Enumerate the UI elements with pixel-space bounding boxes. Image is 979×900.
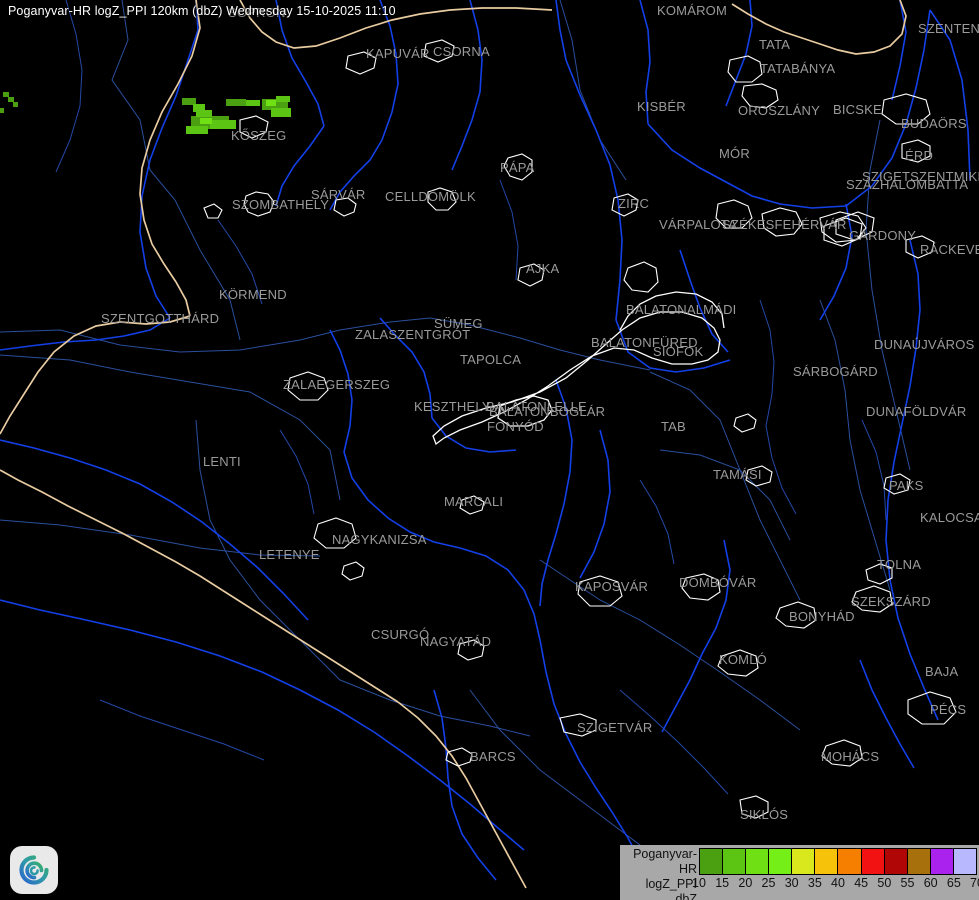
legend-tick: 60 — [923, 876, 938, 890]
echo-cluster-light — [186, 96, 291, 134]
color-legend[interactable]: Poganyvar-HR logZ_PPI dbZ 10 15 20 25 30 35 40… — [620, 845, 979, 900]
legend-tick: 50 — [877, 876, 892, 890]
legend-tick: 30 — [784, 876, 799, 890]
radar-echo-layer — [0, 92, 291, 134]
legend-swatch[interactable] — [769, 849, 793, 874]
legend-tick: 10 — [692, 876, 706, 890]
legend-tick: 15 — [715, 876, 730, 890]
urban-areas — [203, 39, 957, 819]
legend-swatch[interactable] — [861, 849, 885, 874]
legend-tick: 35 — [807, 876, 822, 890]
legend-tick-labels: 10 15 20 25 30 35 40 45 50 55 60 65 70 — [692, 875, 979, 893]
legend-swatch[interactable] — [723, 849, 747, 874]
legend-line-product: logZ_PPI — [645, 877, 697, 891]
legend-color-swatches[interactable] — [699, 848, 977, 875]
national-border — [0, 0, 907, 889]
legend-tick: 45 — [854, 876, 869, 890]
legend-swatch[interactable] — [884, 849, 908, 874]
legend-tick: 65 — [946, 876, 961, 890]
legend-swatch[interactable] — [953, 849, 976, 874]
legend-swatch[interactable] — [792, 849, 816, 874]
page-title: Poganyvar-HR logZ_PPI 120km (dbZ) Wednes… — [8, 4, 396, 18]
spiral-icon — [19, 855, 49, 885]
legend-tick: 55 — [900, 876, 915, 890]
legend-swatch[interactable] — [930, 849, 954, 874]
echo-cluster-left-edge — [0, 92, 18, 113]
legend-swatch[interactable] — [746, 849, 770, 874]
legend-swatch[interactable] — [700, 849, 724, 874]
legend-swatch[interactable] — [815, 849, 839, 874]
omsz-spiral-logo[interactable] — [10, 846, 58, 894]
legend-caption: Poganyvar-HR logZ_PPI dbZ — [620, 845, 697, 900]
legend-line-unit: dbZ — [675, 892, 697, 900]
rivers-secondary — [55, 0, 887, 795]
legend-tick: 40 — [831, 876, 845, 890]
lake-balaton — [432, 291, 725, 446]
echo-bright-cores — [200, 100, 276, 124]
legend-line-site: Poganyvar-HR — [633, 847, 697, 876]
legend-bar-wrap: 10 15 20 25 30 35 40 45 50 55 60 65 70 — [692, 845, 979, 893]
legend-swatch[interactable] — [838, 849, 862, 874]
legend-swatch[interactable] — [907, 849, 931, 874]
county-boundaries — [0, 0, 911, 861]
legend-tick: 70 — [970, 876, 979, 890]
legend-tick: 20 — [738, 876, 753, 890]
legend-tick: 25 — [761, 876, 776, 890]
